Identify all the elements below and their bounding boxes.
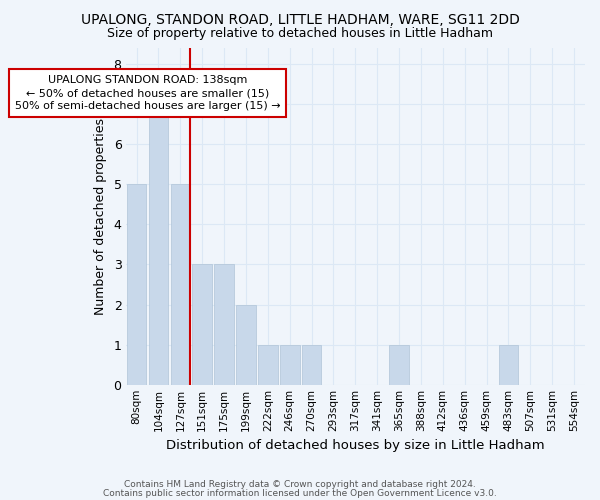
Text: UPALONG STANDON ROAD: 138sqm
← 50% of detached houses are smaller (15)
50% of se: UPALONG STANDON ROAD: 138sqm ← 50% of de… bbox=[15, 75, 280, 111]
Bar bbox=[258, 344, 278, 385]
X-axis label: Distribution of detached houses by size in Little Hadham: Distribution of detached houses by size … bbox=[166, 440, 545, 452]
Bar bbox=[193, 264, 212, 385]
Bar bbox=[170, 184, 190, 385]
Bar bbox=[127, 184, 146, 385]
Bar bbox=[302, 344, 322, 385]
Text: Contains public sector information licensed under the Open Government Licence v3: Contains public sector information licen… bbox=[103, 489, 497, 498]
Bar bbox=[280, 344, 299, 385]
Bar bbox=[214, 264, 234, 385]
Text: Contains HM Land Registry data © Crown copyright and database right 2024.: Contains HM Land Registry data © Crown c… bbox=[124, 480, 476, 489]
Y-axis label: Number of detached properties: Number of detached properties bbox=[94, 118, 107, 314]
Text: Size of property relative to detached houses in Little Hadham: Size of property relative to detached ho… bbox=[107, 28, 493, 40]
Bar bbox=[389, 344, 409, 385]
Text: UPALONG, STANDON ROAD, LITTLE HADHAM, WARE, SG11 2DD: UPALONG, STANDON ROAD, LITTLE HADHAM, WA… bbox=[80, 12, 520, 26]
Bar bbox=[149, 104, 169, 385]
Bar bbox=[499, 344, 518, 385]
Bar bbox=[236, 304, 256, 385]
